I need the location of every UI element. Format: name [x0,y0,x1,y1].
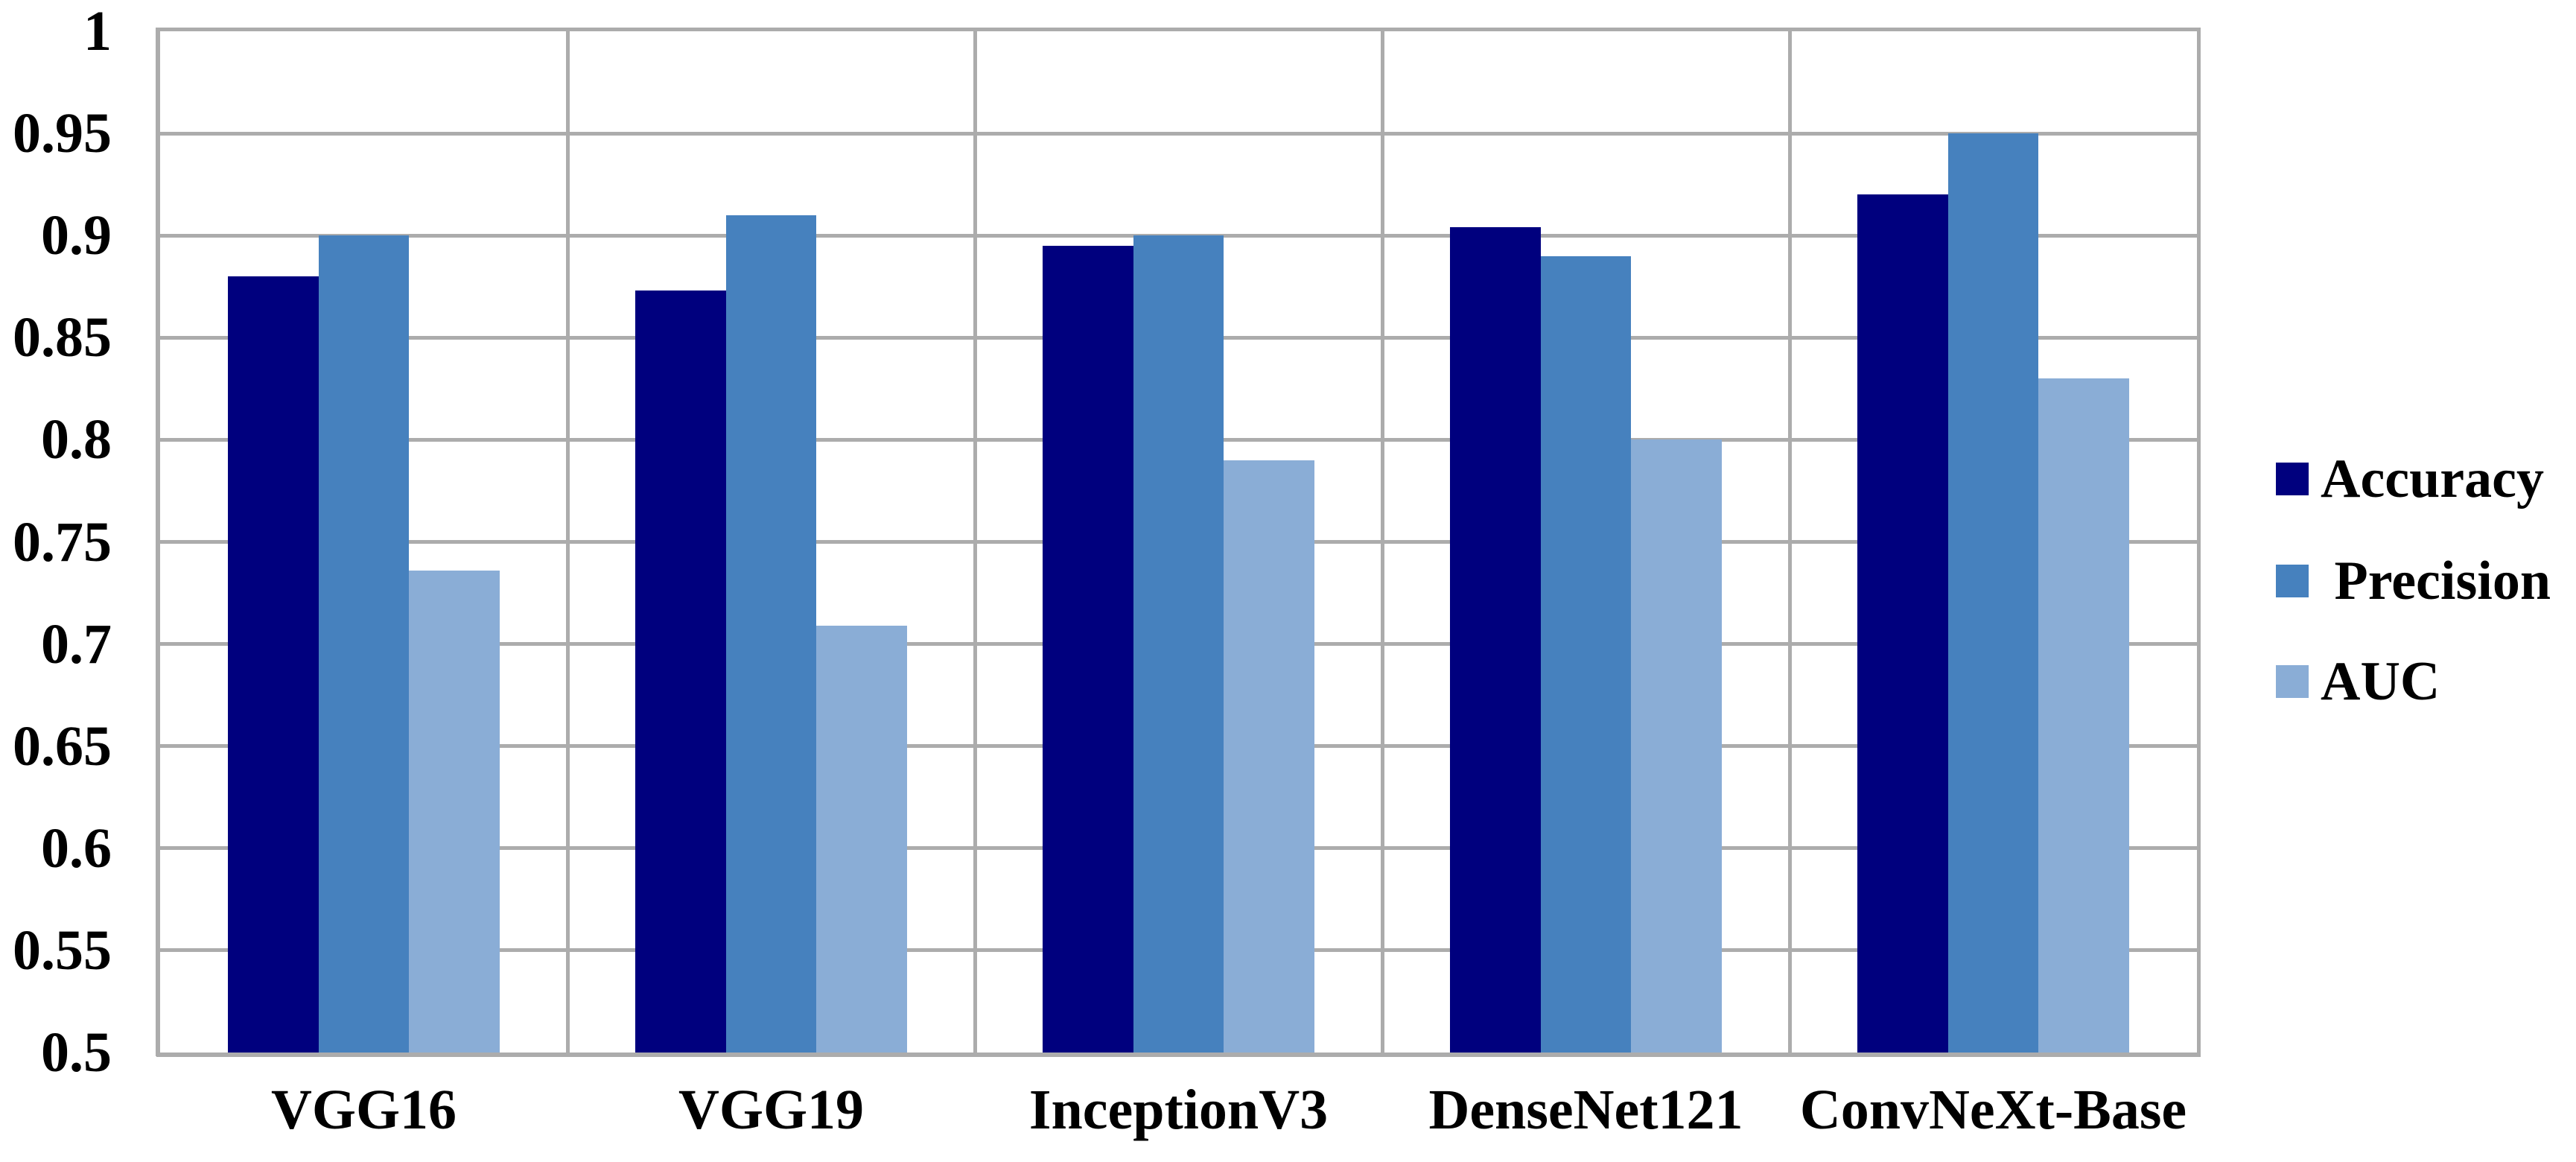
y-axis-tick-label: 0.7 [41,612,112,676]
y-axis-tick-label: 0.65 [13,714,112,778]
bar-accuracy-VGG16 [227,276,319,1053]
y-axis-tick-label: 0.5 [41,1021,112,1084]
legend-item: Precision [2276,551,2551,611]
y-axis-tick-label: 0.9 [41,204,112,267]
bar-accuracy-VGG19 [635,290,726,1053]
vertical-gridline [973,31,977,1053]
bar-auc-InceptionV3 [1224,460,1315,1053]
plot-border-right [2197,28,2201,1056]
x-axis-category-label: VGG19 [678,1079,865,1141]
vertical-gridline [1787,31,1792,1053]
horizontal-gridline [160,131,2197,136]
bar-precision-InceptionV3 [1133,235,1224,1053]
legend-item: AUC [2276,652,2440,711]
bar-accuracy-DenseNet121 [1449,227,1541,1053]
bar-auc-VGG16 [409,570,500,1053]
y-axis-tick-label: 1 [83,0,112,63]
plot-border-top [156,28,2201,31]
y-axis-line [156,28,160,1056]
y-axis-tick-label: 0.75 [13,510,112,574]
legend-swatch-auc [2276,665,2309,698]
x-axis-category-label: InceptionV3 [1028,1079,1329,1141]
bar-precision-VGG19 [725,215,817,1053]
vertical-gridline [565,31,570,1053]
bar-precision-ConvNeXt-Base [1947,133,2039,1053]
bar-auc-VGG19 [816,625,908,1053]
legend-label: AUC [2321,651,2440,712]
vertical-gridline [1380,31,1384,1053]
legend-swatch-accuracy [2276,463,2309,495]
legend-item: Accuracy [2276,449,2544,509]
legend-swatch-precision [2276,565,2309,597]
y-axis-tick-label: 0.6 [41,816,112,880]
x-axis-category-label: DenseNet121 [1428,1079,1743,1141]
x-axis-category-label: VGG16 [270,1079,457,1141]
bar-auc-ConvNeXt-Base [2038,378,2130,1053]
plot-border-bottom [156,1053,2201,1057]
bar-precision-DenseNet121 [1540,255,1632,1053]
y-axis-tick-label: 0.85 [13,306,112,369]
bar-accuracy-ConvNeXt-Base [1857,194,1948,1053]
y-axis-tick-label: 0.95 [13,102,112,165]
bar-precision-VGG16 [318,235,410,1053]
legend-label: Precision [2321,550,2551,612]
bar-auc-DenseNet121 [1631,439,1723,1053]
y-axis-tick-label: 0.8 [41,408,112,472]
legend-label: Accuracy [2321,448,2544,509]
x-axis-category-label: ConvNeXt-Base [1799,1079,2187,1141]
bar-accuracy-InceptionV3 [1042,245,1133,1053]
y-axis-tick-label: 0.55 [13,918,112,982]
